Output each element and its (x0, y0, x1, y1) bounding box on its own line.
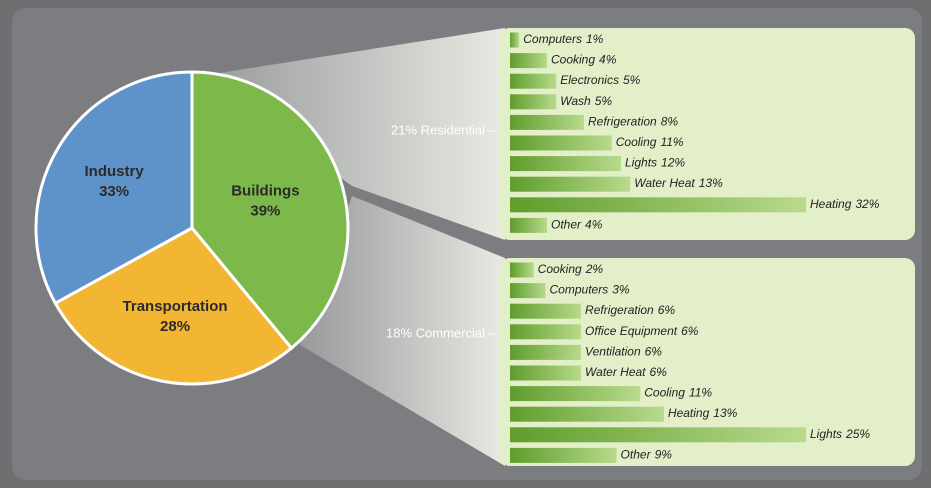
bar-label: Lights 25% (810, 427, 870, 441)
bar-value: 4% (585, 218, 603, 232)
bar-value: 12% (661, 156, 685, 170)
bar-label: Cooking 4% (551, 53, 617, 67)
bar-value: 6% (681, 324, 699, 338)
bar-value: 2% (585, 262, 604, 276)
bar (510, 94, 557, 110)
bar-value: 13% (713, 406, 737, 420)
bar (510, 303, 582, 319)
bar-value: 25% (845, 427, 870, 441)
bar-name: Cooking (551, 53, 595, 67)
bar-value: 6% (658, 303, 676, 317)
bar-name: Cooling (644, 386, 685, 400)
bar-value: 9% (655, 448, 673, 462)
slice-label: Industry 33% (85, 163, 145, 200)
bar (510, 447, 617, 463)
bar-label: Computers 1% (523, 32, 603, 46)
bar (510, 427, 806, 443)
group-label: 18% Commercial (386, 325, 485, 340)
bar-label: Lights 12% (625, 156, 685, 170)
bar-value: 11% (660, 135, 683, 149)
bar-label: Wash 5% (560, 94, 612, 108)
bar-name: Computers (550, 283, 609, 297)
bar-name: Cooking (538, 262, 582, 276)
bar-value: 1% (586, 32, 604, 46)
slice-name: Transportation (123, 298, 228, 315)
bar-name: Water Heat (585, 365, 646, 379)
bar (510, 324, 582, 340)
bar-name: Lights (625, 156, 657, 170)
bar-value: 4% (599, 53, 617, 67)
bar-name: Other (621, 448, 652, 462)
bar-name: Lights (810, 427, 842, 441)
pie-slice (53, 226, 294, 386)
slice-name: Buildings (231, 183, 299, 200)
pie-slice (190, 70, 350, 351)
bar-label: Office Equipment 6% (585, 324, 699, 338)
bar-label: Other 4% (551, 218, 603, 232)
bar-value: 11% (689, 386, 712, 400)
bar-value: 3% (612, 283, 630, 297)
bar-name: Electronics (560, 73, 619, 87)
slice-name: Industry (85, 163, 145, 180)
slice-label: Transportation 28% (123, 298, 228, 335)
bar-label: Cooling 11% (616, 135, 684, 149)
pie-slice (34, 70, 194, 306)
bar-label: Water Heat 13% (634, 176, 723, 190)
bar (510, 217, 547, 233)
bar-label: Cooking 2% (538, 262, 604, 276)
bar-label: Refrigeration 6% (585, 303, 675, 317)
bar-name: Refrigeration (585, 303, 654, 317)
bar (510, 406, 664, 422)
bar-name: Office Equipment (585, 324, 678, 338)
callout-fan (200, 28, 505, 240)
slice-label: Buildings 39% (231, 183, 299, 220)
bar-label: Other 9% (621, 448, 673, 462)
bar-value: 13% (699, 176, 723, 190)
bar (510, 32, 520, 48)
bar-label: Electronics 5% (560, 73, 640, 87)
bar-name: Refrigeration (588, 115, 657, 129)
callout-fan (300, 196, 505, 466)
bar-name: Wash (560, 94, 591, 108)
bar (510, 156, 621, 172)
bar (510, 73, 557, 89)
bar-label: Ventilation 6% (585, 345, 662, 359)
bar-label: Cooling 11% (644, 386, 712, 400)
bar-label: Heating 13% (668, 406, 738, 420)
bar (510, 344, 582, 360)
bar-label: Water Heat 6% (585, 365, 667, 379)
bar-name: Ventilation (585, 345, 641, 359)
slice-value: 33% (99, 183, 129, 200)
group-label: 21% Residential (391, 122, 485, 137)
bar-value: 6% (645, 345, 663, 359)
bar-value: 32% (855, 197, 879, 211)
bar (510, 262, 534, 278)
bar-value: 5% (595, 94, 613, 108)
bar-name: Heating (668, 406, 710, 420)
bar-value: 8% (661, 115, 679, 129)
bar-name: Computers (523, 32, 582, 46)
bar (510, 53, 547, 69)
bar (510, 114, 584, 130)
bar-label: Refrigeration 8% (588, 115, 678, 129)
bar-value: 5% (623, 73, 641, 87)
bar (510, 365, 582, 381)
bar (510, 283, 546, 299)
bar-value: 6% (650, 365, 668, 379)
bar (510, 176, 631, 192)
bar (510, 135, 612, 151)
slice-value: 39% (250, 203, 280, 220)
bar-label: Heating 32% (810, 197, 880, 211)
bar (510, 386, 641, 402)
bar-label: Computers 3% (550, 283, 630, 297)
slice-value: 28% (160, 318, 190, 335)
bar (510, 197, 806, 213)
bar-name: Water Heat (634, 176, 695, 190)
bar-name: Other (551, 218, 582, 232)
bar-name: Cooling (616, 135, 657, 149)
bar-name: Heating (810, 197, 852, 211)
